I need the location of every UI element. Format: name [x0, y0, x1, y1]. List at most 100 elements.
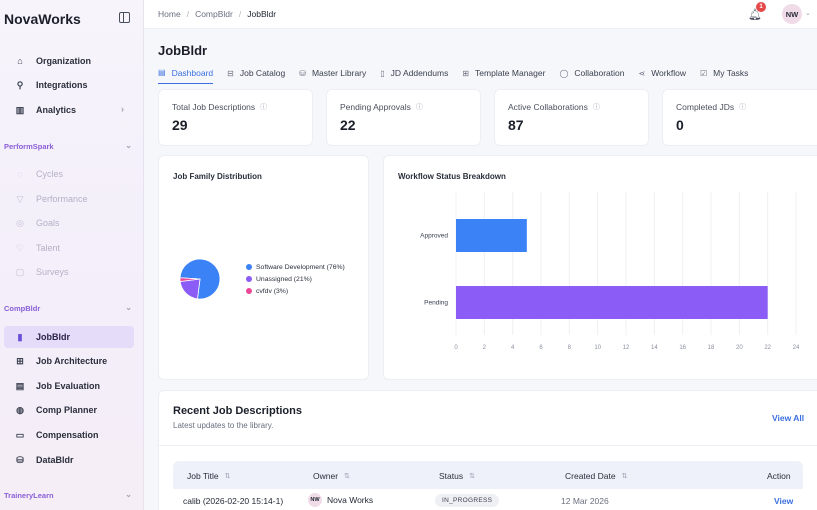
divider	[158, 445, 817, 446]
section-compbldr[interactable]: CompBldr ⌄	[4, 303, 134, 313]
status-badge: IN_PROGRESS	[435, 494, 500, 507]
info-icon[interactable]: ⓘ	[260, 104, 268, 111]
breadcrumb: Home / CompBldr / JobBldr	[158, 9, 276, 19]
tab-label: Workflow	[651, 68, 686, 78]
cycle-icon: ◌	[17, 169, 23, 179]
stat-label: Total Job Descriptions	[172, 102, 256, 112]
column-header-created-date[interactable]: Created Date ⇅	[565, 471, 627, 481]
sidebar: NovaWorks ⌂ Organization ⚲ Integrations …	[0, 0, 144, 510]
coins-icon: ◍	[16, 404, 24, 415]
bell-icon[interactable]: 🔔︎	[748, 9, 762, 21]
sidebar-item-label: Integrations	[36, 80, 88, 90]
x-tick-label: 24	[793, 345, 800, 351]
section-performspark[interactable]: PerformSpark ⌄	[4, 141, 134, 151]
stat-label: Completed JDs	[676, 102, 735, 112]
notification-badge: 1	[756, 2, 766, 12]
x-tick-label: 6	[539, 345, 543, 351]
tab-job-catalog[interactable]: ⊟ Job Catalog	[227, 62, 285, 84]
sidebar-item-talent[interactable]: ♡ Talent	[4, 237, 134, 259]
sidebar-item-jobbldr[interactable]: ▮ JobBldr	[4, 326, 134, 348]
sidebar-item-goals[interactable]: ◎ Goals	[4, 212, 134, 234]
trophy-icon: ▽	[16, 193, 24, 204]
recent-panel	[158, 390, 817, 510]
x-tick-label: 0	[454, 345, 458, 351]
pie-slice[interactable]	[179, 278, 201, 300]
tab-my-tasks[interactable]: ☑ My Tasks	[700, 62, 748, 84]
legend-swatch	[246, 264, 252, 270]
breadcrumb-home[interactable]: Home	[158, 9, 181, 19]
sidebar-item-label: Organization	[36, 56, 92, 66]
x-tick-label: 14	[651, 345, 658, 351]
stat-card-active-collaborations: Active Collaborations ⓘ 87	[494, 89, 649, 146]
breadcrumb-separator: /	[238, 9, 242, 19]
stat-label: Pending Approvals	[340, 102, 411, 112]
view-all-link[interactable]: View All	[772, 413, 805, 423]
breadcrumb-compbldr[interactable]: CompBldr	[195, 9, 233, 19]
x-tick-label: 10	[594, 345, 601, 351]
dashboard-icon: ▤	[158, 68, 166, 77]
section-trainerylearn[interactable]: TraineryLearn ⌄	[4, 490, 134, 500]
sidebar-item-label: Job Evaluation	[36, 381, 101, 391]
column-header-status[interactable]: Status ⇅	[439, 471, 475, 481]
chat-icon: ◯	[559, 68, 569, 78]
info-icon[interactable]: ⓘ	[592, 104, 600, 111]
cell-owner: NW Nova Works	[308, 493, 373, 507]
bar[interactable]	[456, 286, 768, 319]
tab-label: Dashboard	[171, 67, 214, 78]
cell-job-title: calib (2026-02-20 15:14-1)	[183, 496, 284, 506]
sidebar-item-label: Comp Planner	[36, 405, 98, 415]
x-tick-label: 4	[511, 345, 515, 351]
bar[interactable]	[456, 219, 527, 252]
stat-value: 22	[340, 117, 356, 133]
sidebar-collapse-icon[interactable]	[119, 12, 130, 23]
building-icon: ⌂	[17, 56, 23, 66]
sidebar-item-performance[interactable]: ▽ Performance	[4, 188, 134, 210]
tab-label: Job Catalog	[239, 68, 286, 78]
sidebar-item-comp-planner[interactable]: ◍ Comp Planner	[4, 399, 134, 421]
sidebar-item-job-evaluation[interactable]: ▤ Job Evaluation	[4, 375, 134, 397]
database-icon: ⛁	[16, 454, 24, 465]
sidebar-item-analytics[interactable]: ▥ Analytics ›	[4, 99, 134, 121]
column-header-job-title[interactable]: Job Title ⇅	[187, 471, 231, 481]
info-icon[interactable]: ⓘ	[739, 104, 747, 111]
pie-legend: Software Development (76%) Unassigned (2…	[246, 261, 345, 297]
stat-label: Active Collaborations	[508, 102, 588, 112]
tab-label: JD Addendums	[390, 68, 449, 78]
sidebar-item-integrations[interactable]: ⚲ Integrations	[4, 74, 134, 96]
stat-card-pending-approvals: Pending Approvals ⓘ 22	[326, 89, 481, 146]
chevron-down-icon[interactable]: ⌄	[805, 10, 811, 17]
sidebar-item-label: Cycles	[36, 169, 64, 179]
x-tick-label: 2	[483, 345, 487, 351]
page-title: JobBldr	[158, 43, 208, 58]
sidebar-item-job-architecture[interactable]: ⊞ Job Architecture	[4, 350, 134, 372]
sidebar-item-compensation[interactable]: ▭ Compensation	[4, 424, 134, 446]
sort-icon: ⇅	[344, 473, 350, 480]
user-avatar[interactable]: NW	[782, 4, 802, 24]
legend-swatch	[246, 276, 252, 282]
tab-jd-addendums[interactable]: ▯ JD Addendums	[380, 62, 448, 84]
tab-master-library[interactable]: ⛁ Master Library	[299, 62, 366, 84]
sidebar-item-label: DataBldr	[36, 455, 74, 465]
column-header-owner[interactable]: Owner ⇅	[313, 471, 350, 481]
tab-collaboration[interactable]: ◯ Collaboration	[559, 62, 624, 84]
sidebar-item-organization[interactable]: ⌂ Organization	[4, 50, 134, 72]
info-icon[interactable]: ⓘ	[415, 104, 423, 111]
tab-template-manager[interactable]: ⊞ Template Manager	[462, 62, 545, 84]
chevron-down-icon: ⌄	[125, 490, 132, 499]
sidebar-item-label: Job Architecture	[36, 356, 108, 366]
tab-label: Template Manager	[475, 68, 546, 78]
tab-label: Collaboration	[574, 68, 625, 78]
sidebar-item-databldr[interactable]: ⛁ DataBldr	[4, 449, 134, 471]
handshake-icon: ♡	[15, 242, 25, 253]
section-label: TraineryLearn	[4, 491, 54, 500]
view-row-link[interactable]: View	[774, 496, 794, 506]
pie-slice[interactable]	[179, 277, 201, 282]
sidebar-item-surveys[interactable]: ▢ Surveys	[4, 261, 134, 283]
tab-dashboard[interactable]: ▤ Dashboard	[158, 62, 214, 84]
stat-card-total-jds: Total Job Descriptions ⓘ 29	[158, 89, 313, 146]
tab-workflow[interactable]: ⋖ Workflow	[638, 62, 686, 84]
chevron-down-icon: ⌄	[125, 303, 132, 312]
sidebar-item-cycles[interactable]: ◌ Cycles	[4, 163, 134, 185]
column-label: Owner	[313, 471, 339, 481]
